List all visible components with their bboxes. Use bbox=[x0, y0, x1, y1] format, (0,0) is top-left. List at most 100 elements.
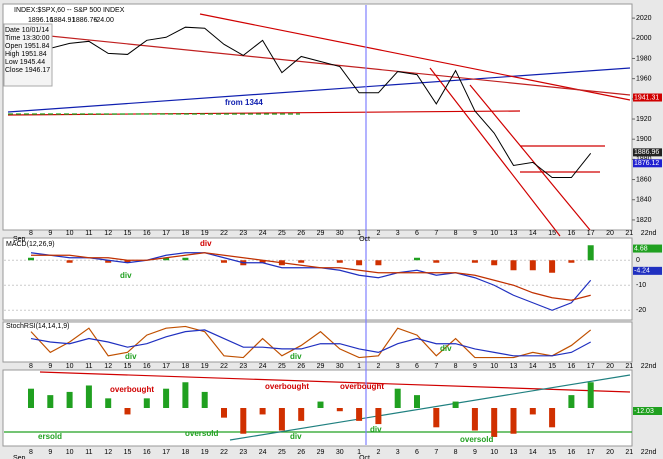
annotation: overbought bbox=[110, 385, 154, 394]
x-tick-label: 12 bbox=[104, 449, 112, 456]
annotation: div bbox=[290, 352, 302, 361]
bar bbox=[587, 382, 594, 408]
value-tag bbox=[633, 266, 662, 275]
x-tick-label: 12 bbox=[104, 230, 112, 237]
x-tick-label: 10 bbox=[490, 449, 498, 456]
x-tick-label: 15 bbox=[548, 230, 556, 237]
x-tick-label: 11 bbox=[85, 363, 92, 370]
value-tag bbox=[633, 244, 662, 253]
x-tick-label: 15 bbox=[124, 363, 132, 370]
info-line: Time 13:30:00 bbox=[5, 35, 50, 42]
x-tick-label: 26 bbox=[297, 363, 305, 370]
bar bbox=[491, 408, 498, 437]
annotation: div bbox=[440, 344, 452, 353]
series-line bbox=[30, 252, 592, 311]
x-tick-label: 9 bbox=[48, 449, 52, 456]
histogram-bar bbox=[259, 260, 266, 263]
x-tick-label: 29 bbox=[317, 230, 325, 237]
annotation: div bbox=[120, 271, 132, 280]
x-tick-label: 7 bbox=[434, 449, 438, 456]
x-tick-label: 30 bbox=[336, 363, 344, 370]
x-tick-label: 8 bbox=[454, 449, 458, 456]
x-tick-label: 14 bbox=[529, 230, 537, 237]
x-tick-label: 9 bbox=[473, 449, 477, 456]
info-line: Open 1951.84 bbox=[5, 43, 49, 50]
x-tick-label: 26 bbox=[297, 449, 305, 456]
bar bbox=[568, 395, 575, 408]
x-tick-label: 22 bbox=[220, 449, 228, 456]
bar bbox=[298, 408, 305, 421]
x-tick-label: 29 bbox=[317, 363, 325, 370]
value-tag bbox=[633, 93, 662, 102]
x-tick-label: 7 bbox=[434, 363, 438, 370]
x-tick-label: 8 bbox=[29, 449, 33, 456]
annotation: div bbox=[290, 432, 302, 441]
bar bbox=[201, 391, 208, 408]
month-label: Sep bbox=[13, 455, 26, 459]
annotation: div bbox=[200, 239, 212, 248]
histogram-bar bbox=[336, 260, 343, 263]
bar bbox=[124, 408, 131, 415]
histogram-bar bbox=[529, 260, 536, 271]
info-line: Low 1945.44 bbox=[5, 59, 45, 66]
y-tick-label: 1820 bbox=[636, 217, 652, 224]
y-tick-label: 1960 bbox=[636, 75, 652, 82]
series-line bbox=[30, 26, 592, 179]
x-tick-label: 30 bbox=[336, 449, 344, 456]
bar bbox=[278, 408, 285, 431]
x-tick-label: 13 bbox=[510, 230, 518, 237]
x-tick-label: 16 bbox=[568, 230, 576, 237]
x-tick-label: 17 bbox=[587, 230, 595, 237]
value-tag bbox=[633, 159, 662, 168]
x-tick-label: 13 bbox=[510, 449, 518, 456]
value-tag-label: 1876.12 bbox=[634, 160, 659, 167]
y-tick-label: 1840 bbox=[636, 197, 652, 204]
series-line bbox=[31, 252, 591, 301]
bar bbox=[336, 408, 343, 412]
value-tag-label: 4.68 bbox=[634, 245, 648, 252]
series-line bbox=[30, 329, 591, 357]
x-tick-label: 1 bbox=[357, 363, 361, 370]
bar bbox=[510, 408, 517, 434]
bar bbox=[66, 391, 73, 408]
quote: 1886.76 bbox=[72, 17, 97, 24]
x-tick-label: 19 bbox=[201, 449, 209, 456]
bar bbox=[414, 395, 420, 408]
annotation: oversold bbox=[460, 435, 493, 444]
histogram-bar bbox=[568, 260, 575, 263]
y-tick-label: -10 bbox=[636, 282, 646, 289]
x-tick-label: 21 bbox=[625, 230, 633, 237]
x-tick-label: 15 bbox=[548, 363, 556, 370]
histogram-bar bbox=[414, 257, 420, 261]
histogram-bar bbox=[433, 260, 440, 263]
x-tick-label: 8 bbox=[29, 230, 33, 237]
x-tick-label: 23 bbox=[239, 230, 247, 237]
x-tick-label: 25 bbox=[278, 230, 286, 237]
histogram-bar bbox=[587, 245, 594, 261]
x-tick-label: 16 bbox=[143, 230, 151, 237]
bar bbox=[375, 408, 382, 425]
x-tick-label: 3 bbox=[396, 449, 400, 456]
y-tick-label: 2020 bbox=[636, 15, 652, 22]
x-tick-label: 30 bbox=[336, 230, 344, 237]
x-tick-label: 18 bbox=[182, 449, 190, 456]
month-label: Sep bbox=[13, 236, 26, 243]
x-tick-label: 23 bbox=[239, 363, 247, 370]
bar bbox=[105, 398, 112, 408]
x-tick-label: 22nd bbox=[641, 449, 657, 456]
x-tick-label: 17 bbox=[162, 230, 170, 237]
x-tick-label: 6 bbox=[415, 449, 419, 456]
histogram-bar bbox=[356, 260, 363, 266]
x-tick-label: 8 bbox=[29, 363, 33, 370]
bar bbox=[143, 398, 150, 408]
bar bbox=[452, 401, 459, 408]
stoch-title: StochRSI(14,14,1,9) bbox=[6, 323, 69, 330]
histogram-bar bbox=[375, 260, 382, 266]
x-tick-label: 16 bbox=[568, 363, 576, 370]
value-tag-label: 1941.31 bbox=[634, 94, 659, 101]
value-tag-label: -12.03 bbox=[634, 408, 654, 415]
bar bbox=[47, 395, 54, 408]
x-tick-label: 18 bbox=[182, 363, 190, 370]
annotation: overbought bbox=[265, 382, 309, 391]
